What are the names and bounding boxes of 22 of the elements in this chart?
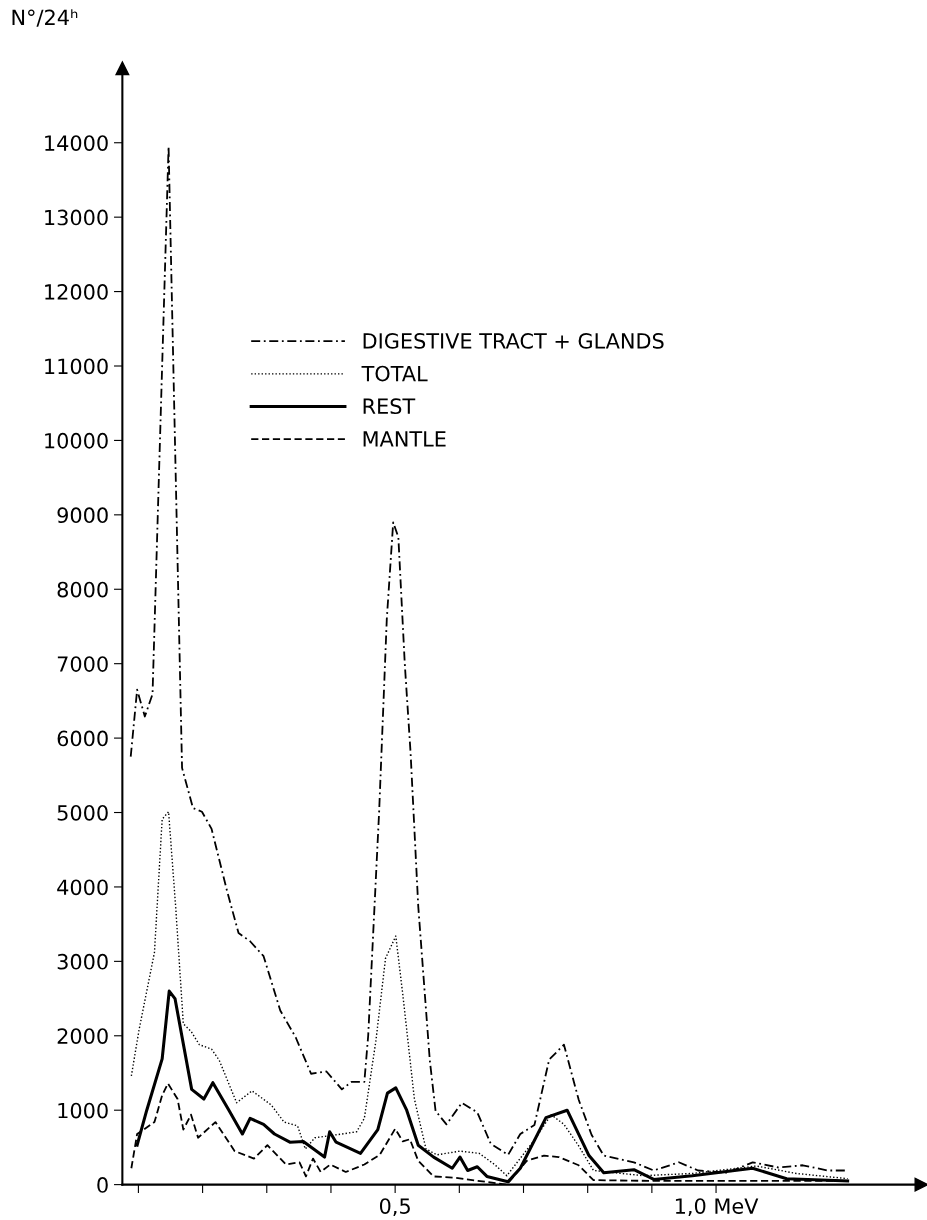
y-tick-label: 2000	[57, 1028, 108, 1044]
y-tick-label: 8000	[57, 581, 108, 598]
y-tick-label: 5000	[57, 804, 108, 821]
y-tick-label: 1000	[58, 1102, 108, 1119]
legend-label: REST	[363, 398, 416, 415]
y-tick-label: 6000	[57, 730, 108, 747]
y-tick-label: 12000	[45, 284, 108, 300]
y-tick-label: 0	[97, 1177, 108, 1193]
y-tick-label: 3000	[57, 953, 108, 970]
legend-label: TOTAL	[361, 365, 428, 382]
y-tick-label: 7000	[57, 656, 108, 672]
legend-label: MANTLE	[363, 431, 446, 447]
y-tick-label: 14000	[45, 135, 108, 151]
y-tick-label: 10000	[45, 432, 108, 449]
legend-label: DIGESTIVE TRACT + GLANDS	[363, 333, 664, 349]
y-tick-label: 4000	[57, 879, 108, 896]
x-tick-label: 1,0 MeV	[675, 1198, 759, 1217]
y-tick-label: 11000	[45, 358, 108, 375]
y-tick-label: 9000	[57, 507, 108, 524]
y-tick-label: 13000	[45, 209, 108, 226]
y-axis-title: N°/24ʰ	[12, 9, 78, 27]
x-tick-label: 0,5	[379, 1198, 410, 1217]
